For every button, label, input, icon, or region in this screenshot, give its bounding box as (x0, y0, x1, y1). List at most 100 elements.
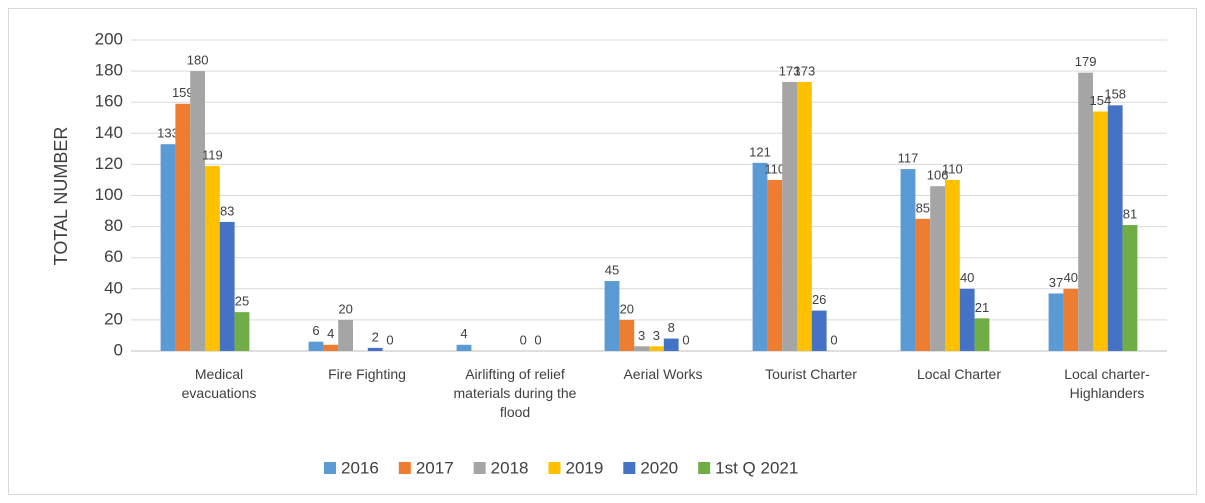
legend-swatch (623, 462, 636, 474)
bar (338, 319, 353, 351)
data-label: 154 (1090, 93, 1112, 108)
bar (945, 179, 960, 351)
y-tick-label: 140 (95, 123, 123, 142)
bar (1093, 111, 1108, 351)
bar (634, 346, 649, 351)
bar (160, 144, 176, 351)
bar (234, 312, 250, 351)
legend-label: 2019 (565, 458, 603, 477)
data-label: 40 (960, 270, 974, 285)
data-label: 20 (338, 301, 352, 316)
data-label: 179 (1075, 54, 1097, 69)
y-tick-label: 40 (104, 278, 123, 297)
data-label: 3 (653, 328, 660, 343)
bar (811, 310, 827, 351)
y-tick-label: 160 (95, 92, 123, 111)
legend-label: 2018 (491, 458, 529, 477)
data-label: 106 (927, 168, 949, 183)
legend-swatch (398, 462, 411, 474)
bar (1122, 225, 1138, 351)
x-tick-label: Medical evacuations (181, 366, 257, 401)
x-tick-label: Fire Fighting (328, 366, 406, 382)
y-tick-label: 180 (95, 61, 123, 80)
x-tick-label: Aerial Works (623, 366, 703, 382)
legend-label: 2020 (640, 458, 678, 477)
x-tick-label: Tourist Charter (765, 366, 857, 382)
y-tick-label: 20 (104, 309, 123, 328)
data-label: 20 (620, 301, 634, 316)
legend-label: 2016 (341, 458, 379, 477)
bar (752, 162, 768, 351)
data-label: 25 (235, 294, 249, 309)
data-label: 180 (187, 53, 209, 68)
data-label: 110 (942, 161, 963, 176)
x-tick-label: Local charter-Highlanders (1064, 366, 1150, 401)
data-label: 0 (520, 332, 527, 347)
x-tick-label: Local Charter (916, 366, 1002, 382)
data-label: 83 (220, 203, 234, 218)
bar (663, 338, 679, 351)
bar (974, 318, 990, 351)
data-label: 21 (975, 300, 989, 315)
legend-label: 2017 (416, 458, 454, 477)
data-label: 173 (794, 63, 816, 78)
data-label: 40 (1064, 270, 1078, 285)
data-label: 117 (898, 151, 919, 166)
data-label: 158 (1104, 87, 1126, 102)
data-label: 26 (812, 292, 826, 307)
data-label: 2 (372, 329, 379, 344)
data-label: 121 (749, 144, 771, 159)
data-label: 133 (157, 126, 179, 141)
bar (367, 347, 383, 351)
y-tick-label: 0 (114, 340, 123, 359)
data-label: 173 (779, 63, 801, 78)
bar (930, 186, 945, 351)
data-label: 45 (605, 262, 619, 277)
bar (915, 218, 931, 351)
data-label: 85 (916, 200, 930, 215)
data-label: 81 (1123, 206, 1137, 221)
data-label: 159 (172, 85, 194, 100)
x-tick-label: Airlifting of relief materials during th… (453, 366, 577, 420)
data-label: 0 (534, 332, 541, 347)
bar (219, 221, 235, 351)
bar (190, 71, 205, 351)
bar (767, 179, 783, 351)
bar (456, 344, 472, 351)
legend-swatch (698, 462, 711, 474)
bar (323, 344, 339, 351)
legend-swatch (548, 462, 561, 474)
bar (900, 169, 916, 351)
data-label: 4 (327, 326, 334, 341)
bar (604, 281, 620, 351)
y-tick-label: 100 (95, 185, 123, 204)
data-label: 6 (312, 323, 319, 338)
y-tick-label: 200 (95, 29, 123, 48)
data-label: 0 (830, 332, 837, 347)
data-label: 37 (1049, 275, 1063, 290)
data-label: 119 (202, 147, 223, 162)
y-axis-title: TOTAL NUMBER (51, 127, 71, 266)
y-tick-label: 80 (104, 216, 123, 235)
data-label: 8 (668, 320, 675, 335)
legend-swatch (324, 462, 336, 474)
bar (619, 319, 635, 351)
bar (959, 288, 975, 351)
bar (205, 165, 220, 351)
bar (1048, 293, 1064, 351)
data-label: 4 (460, 326, 467, 341)
bar (797, 81, 812, 352)
data-label: 0 (682, 332, 689, 347)
bar (175, 103, 191, 351)
legend-label: 1st Q 2021 (715, 458, 798, 477)
y-tick-label: 60 (104, 247, 123, 266)
data-label: 3 (638, 328, 645, 343)
y-tick-label: 120 (95, 154, 123, 173)
bar (308, 341, 324, 351)
legend-swatch (473, 462, 486, 474)
bar (1078, 72, 1093, 351)
bar (782, 81, 797, 352)
bar (1063, 288, 1079, 351)
